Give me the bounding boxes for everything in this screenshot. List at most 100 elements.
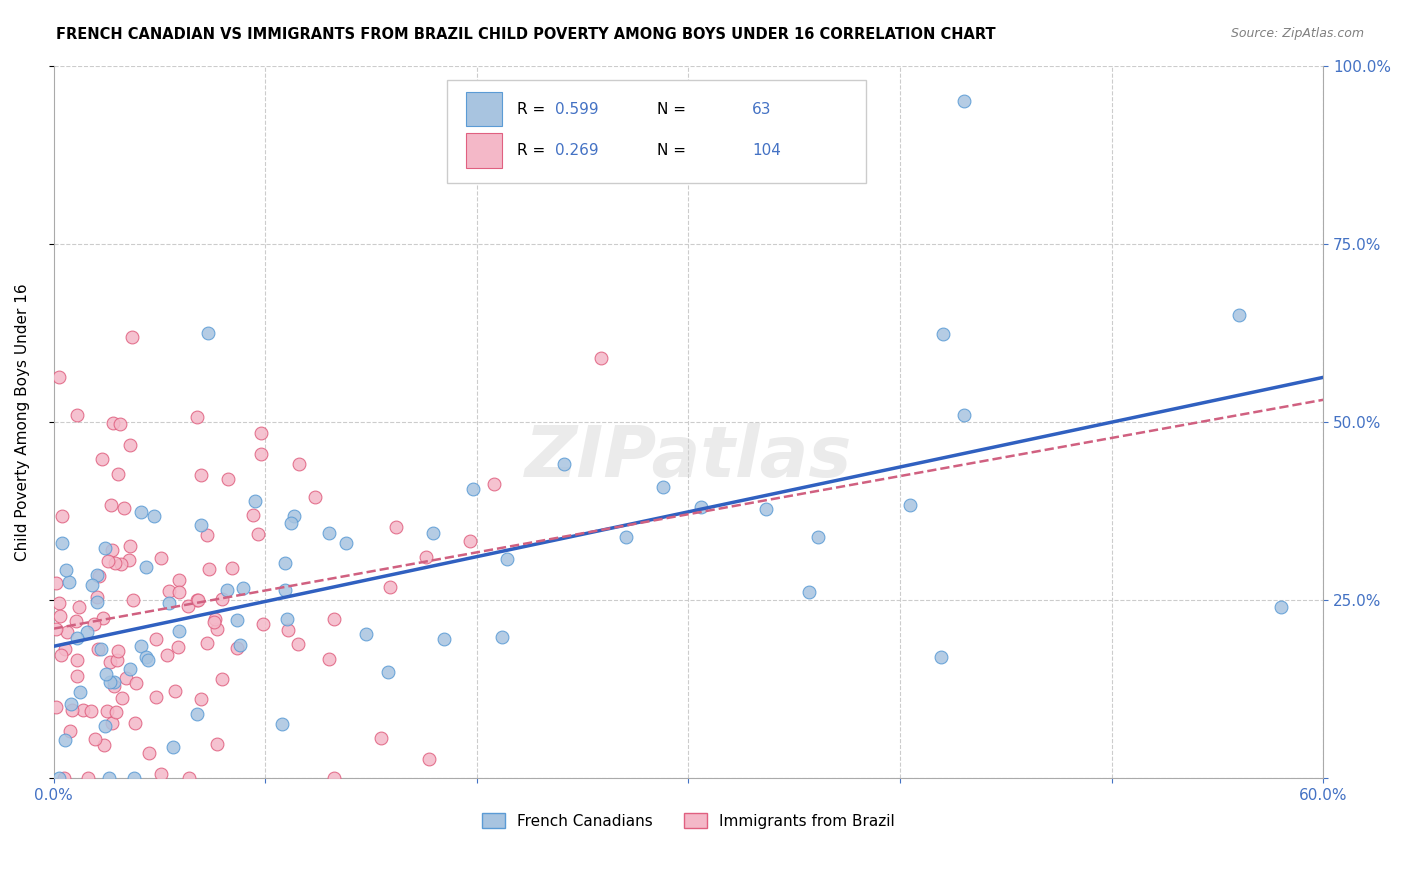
Text: Source: ZipAtlas.com: Source: ZipAtlas.com <box>1230 27 1364 40</box>
Point <box>93 739 115 753</box>
Point <box>84 731 107 746</box>
Point <box>48 370 70 384</box>
Point <box>149 551 172 566</box>
Point <box>138 653 160 667</box>
Point <box>96 554 118 568</box>
Point <box>58 575 80 590</box>
Point <box>94 719 117 733</box>
Point <box>51 509 73 524</box>
Point <box>56 625 79 640</box>
Point <box>101 542 124 557</box>
Point <box>104 706 127 720</box>
Point <box>952 408 974 422</box>
Point <box>86 568 108 582</box>
Point <box>48 771 70 785</box>
Point <box>283 509 305 524</box>
Point <box>55 563 77 577</box>
Text: 104: 104 <box>752 143 780 158</box>
Point <box>242 508 264 522</box>
Point <box>491 630 513 644</box>
Point <box>252 617 274 632</box>
Point <box>217 583 239 598</box>
Y-axis label: Child Poverty Among Boys Under 16: Child Poverty Among Boys Under 16 <box>15 283 30 561</box>
Point <box>186 593 208 607</box>
Point <box>108 417 131 431</box>
Point <box>186 409 208 424</box>
Point <box>378 580 401 594</box>
Point <box>91 611 114 625</box>
Point <box>418 752 440 766</box>
Point <box>122 771 145 785</box>
Point <box>115 671 138 685</box>
Point <box>247 526 270 541</box>
Point <box>98 771 121 785</box>
Point <box>107 467 129 481</box>
Point <box>231 581 253 595</box>
Point <box>69 685 91 699</box>
Point <box>135 560 157 574</box>
Point <box>207 738 229 752</box>
Point <box>101 416 124 430</box>
Point <box>690 500 713 514</box>
Point <box>150 767 173 781</box>
Point <box>45 576 67 591</box>
Point <box>202 615 225 629</box>
Text: 0.599: 0.599 <box>555 102 599 117</box>
Point <box>1227 308 1250 322</box>
Point <box>496 551 519 566</box>
Point <box>51 648 73 662</box>
Text: R =: R = <box>517 143 550 158</box>
Point <box>103 679 125 693</box>
Bar <box>467 92 502 126</box>
Point <box>163 684 186 698</box>
Point <box>98 655 121 669</box>
Point <box>66 408 89 422</box>
Text: R =: R = <box>517 102 550 117</box>
Point <box>162 739 184 754</box>
Point <box>103 557 125 571</box>
Point <box>952 94 974 108</box>
Point <box>482 477 505 491</box>
Point <box>433 632 456 646</box>
Point <box>323 612 346 626</box>
Point <box>249 447 271 461</box>
Point <box>90 641 112 656</box>
Point <box>225 641 247 656</box>
Point <box>179 771 201 785</box>
Point <box>166 640 188 655</box>
Point <box>205 622 228 636</box>
Point <box>204 612 226 626</box>
Point <box>243 494 266 508</box>
Point <box>190 692 212 706</box>
Point <box>49 608 72 623</box>
Legend: French Canadians, Immigrants from Brazil: French Canadians, Immigrants from Brazil <box>477 806 901 835</box>
Point <box>87 642 110 657</box>
Point <box>197 562 219 576</box>
Point <box>100 498 122 512</box>
Point <box>86 594 108 608</box>
Point <box>422 526 444 541</box>
Point <box>211 672 233 686</box>
Point <box>218 471 240 485</box>
Point <box>318 525 340 540</box>
Bar <box>467 133 502 168</box>
Point <box>121 330 143 344</box>
Point <box>167 624 190 639</box>
Point <box>270 717 292 731</box>
Point <box>1270 600 1292 615</box>
Point <box>53 642 76 657</box>
Point <box>159 596 181 610</box>
Point <box>197 326 219 341</box>
Point <box>274 556 297 570</box>
Point <box>77 771 100 785</box>
Point <box>66 631 89 645</box>
Point <box>318 652 340 666</box>
Point <box>287 636 309 650</box>
Point <box>45 622 67 636</box>
Point <box>142 509 165 524</box>
Point <box>107 644 129 658</box>
Point <box>59 697 82 711</box>
Point <box>111 691 134 706</box>
Point <box>156 648 179 663</box>
Point <box>195 635 218 649</box>
